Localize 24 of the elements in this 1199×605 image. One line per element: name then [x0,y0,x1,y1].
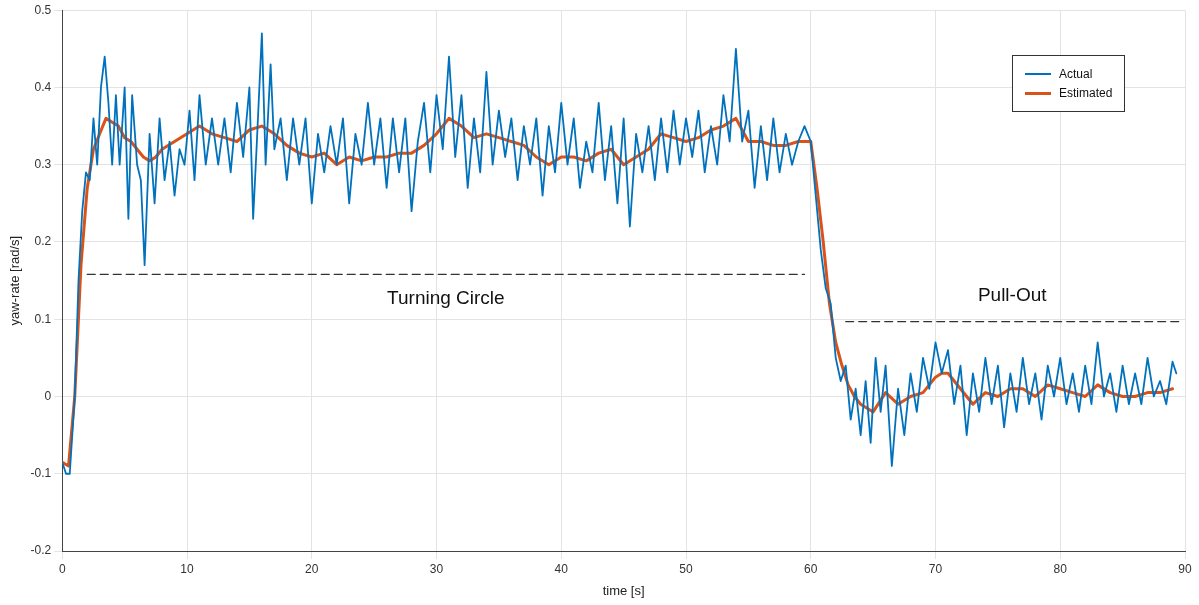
x-tick-label: 50 [679,561,694,576]
x-tick-label: 80 [1053,561,1068,576]
x-axis-title: time [s] [602,582,645,598]
y-tick-label: 0 [44,388,52,403]
y-tick-label: 0.3 [34,157,52,172]
y-tick-label: 0.4 [34,79,52,94]
x-tick-label: 0 [58,561,66,576]
y-tick-label: -0.2 [30,543,52,558]
x-tick-label: 70 [928,561,943,576]
y-tick-label: -0.1 [30,466,52,481]
y-axis-title: yaw-rate [rad/s] [7,235,23,326]
x-tick-label: 10 [180,561,195,576]
annotation: Pull-Out [977,283,1048,305]
legend-label: Estimated [1059,86,1113,101]
legend-label: Actual [1059,67,1093,82]
y-tick-label: 0.1 [34,311,52,326]
x-tick-label: 30 [429,561,444,576]
x-tick-label: 20 [305,561,319,576]
x-tick-label: 40 [554,561,569,576]
annotation: Turning Circle [387,286,505,308]
y-tick-label: 0.5 [34,2,52,17]
y-tick-label: 0.2 [34,234,52,249]
x-tick-label: 60 [804,561,818,576]
x-tick-label: 90 [1178,561,1192,576]
